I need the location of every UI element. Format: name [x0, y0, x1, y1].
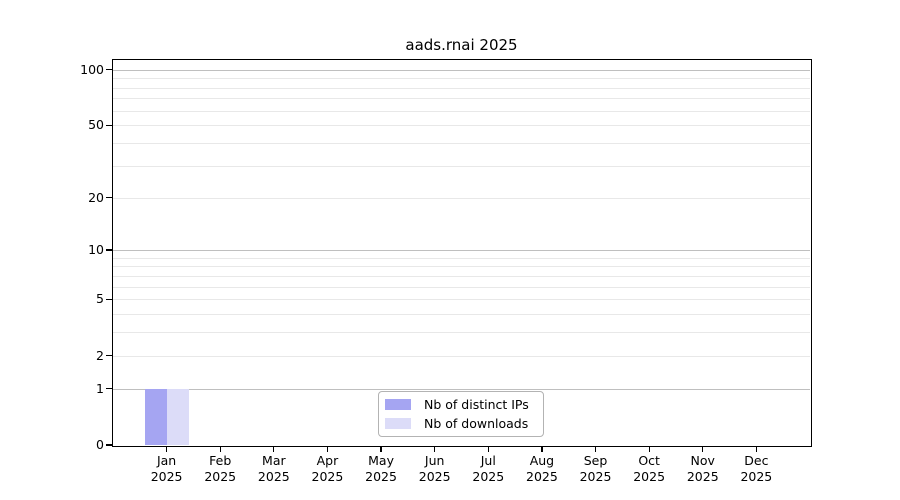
y-axis-tick: [105, 196, 112, 199]
minor-gridline: [113, 275, 810, 277]
x-axis-tick-label: Sep 2025: [579, 453, 612, 484]
x-axis-tick: [594, 446, 597, 452]
minor-gridline: [113, 257, 810, 259]
y-axis-tick-label: 10: [88, 242, 104, 258]
y-axis-tick-label: 50: [88, 117, 104, 133]
x-axis-tick: [648, 446, 650, 452]
y-axis-tick: [105, 444, 112, 446]
major-gridline: [113, 388, 810, 390]
minor-gridline: [113, 165, 810, 167]
minor-gridline: [113, 110, 810, 112]
legend-item-distinct-ips: Nb of distinct IPs: [385, 397, 543, 413]
minor-gridline: [113, 299, 810, 301]
minor-gridline: [113, 355, 810, 357]
y-axis-tick-label: 5: [96, 291, 104, 307]
y-axis-tick: [105, 388, 112, 390]
legend-item-downloads: Nb of downloads: [385, 416, 543, 432]
x-axis-tick: [219, 446, 221, 452]
y-axis-tick: [105, 124, 112, 127]
x-axis-tick-label: Apr 2025: [311, 453, 344, 484]
minor-gridline: [113, 314, 810, 316]
minor-gridline: [113, 286, 810, 288]
x-axis-tick: [326, 446, 329, 452]
x-axis-tick: [541, 446, 543, 452]
x-axis-tick: [380, 446, 382, 452]
y-axis-tick: [105, 69, 112, 71]
minor-gridline: [113, 197, 810, 199]
plot-frame: [111, 58, 812, 447]
x-axis-tick-label: Nov 2025: [686, 453, 719, 484]
x-axis-tick-label: Oct 2025: [633, 453, 666, 484]
major-gridline: [113, 69, 810, 71]
x-axis-tick-label: Mar 2025: [257, 453, 290, 484]
y-axis-tick-label: 100: [80, 61, 104, 77]
x-axis-tick: [487, 446, 489, 452]
major-gridline: [113, 250, 810, 252]
legend-swatch-downloads: [385, 418, 411, 429]
y-axis-tick: [105, 249, 112, 251]
minor-gridline: [113, 332, 810, 334]
x-axis-tick: [165, 446, 168, 452]
x-axis-tick-label: Jul 2025: [472, 453, 505, 484]
x-axis-tick-label: Aug 2025: [526, 453, 558, 484]
x-axis-tick: [273, 446, 275, 452]
x-axis-tick-label: Jun 2025: [418, 453, 451, 484]
chart-title: aads.rnai 2025: [405, 36, 518, 54]
x-axis-tick-label: Dec 2025: [740, 453, 773, 484]
minor-gridline: [113, 266, 810, 268]
y-axis-tick-label: 2: [96, 347, 104, 363]
y-axis-tick-label: 1: [96, 380, 104, 396]
legend-label-distinct-ips: Nb of distinct IPs: [424, 396, 529, 412]
x-axis-tick: [702, 446, 704, 452]
x-axis-tick: [755, 446, 758, 452]
x-axis-tick-label: May 2025: [365, 453, 397, 484]
legend: Nb of distinct IPs Nb of downloads: [378, 391, 544, 437]
minor-gridline: [113, 143, 810, 145]
y-axis-tick-label: 0: [96, 437, 104, 452]
y-axis-tick-label: 20: [88, 189, 104, 205]
bar-nb-of-downloads: [166, 388, 189, 445]
minor-gridline: [113, 78, 810, 80]
minor-gridline: [113, 125, 810, 127]
x-axis-tick-label: Feb 2025: [204, 453, 237, 484]
legend-label-downloads: Nb of downloads: [424, 415, 529, 431]
x-axis-tick-label: Jan 2025: [150, 453, 183, 484]
x-axis-tick: [434, 446, 436, 452]
minor-gridline: [113, 98, 810, 100]
minor-gridline: [113, 87, 810, 89]
y-axis-tick: [105, 355, 112, 357]
legend-swatch-distinct-ips: [385, 399, 411, 410]
bar-nb-of-distinct-ips: [144, 388, 167, 445]
y-axis-tick: [105, 298, 112, 300]
